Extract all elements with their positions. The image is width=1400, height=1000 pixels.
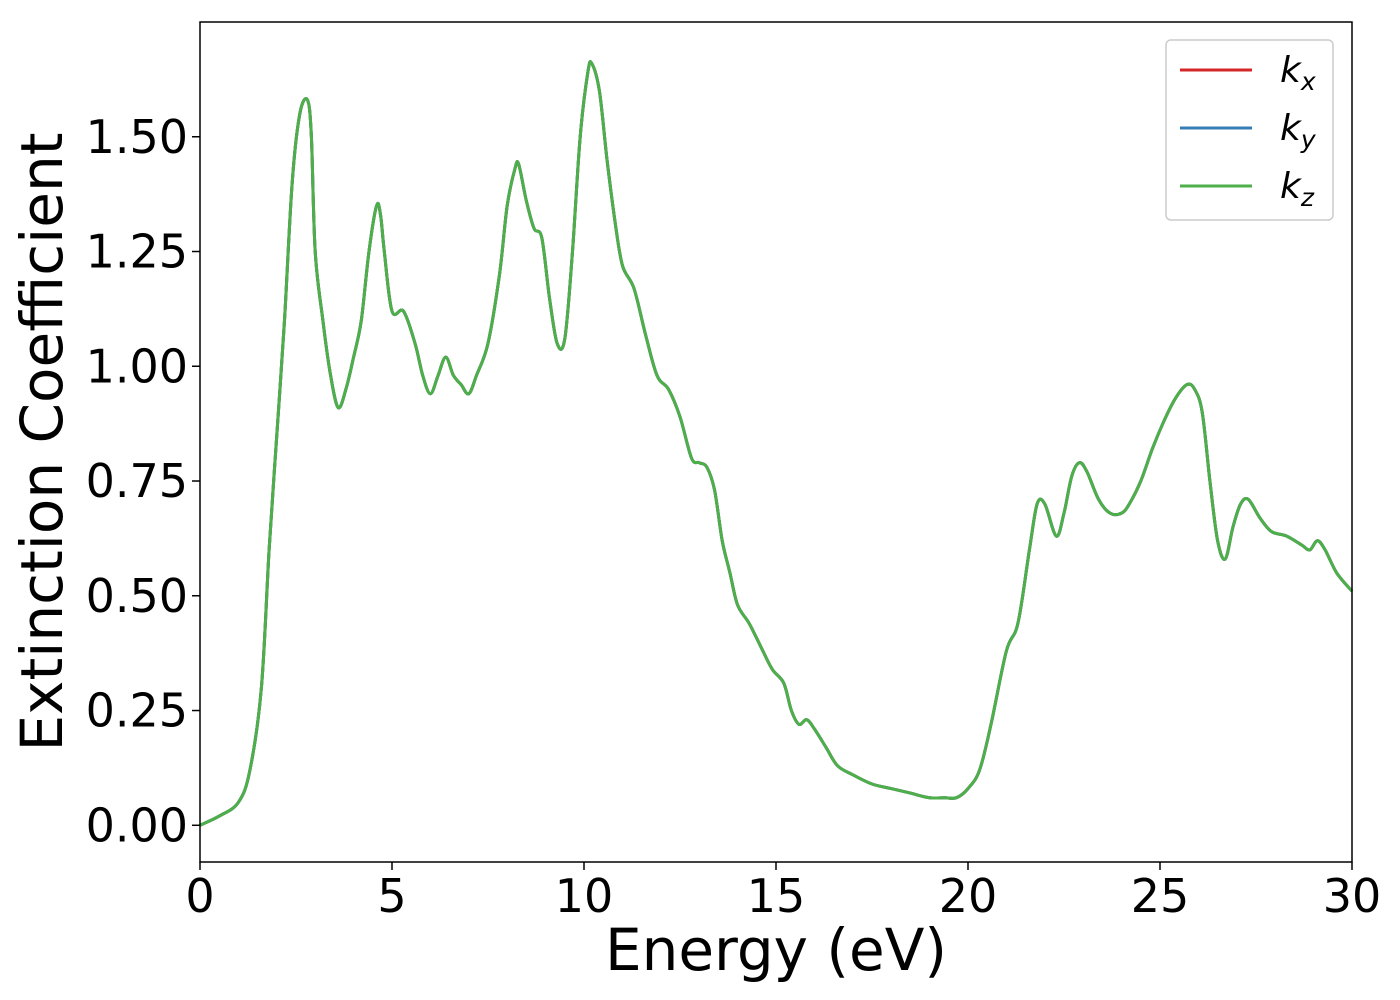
y-tick-label: 0.75 (86, 454, 188, 508)
x-tick-label: 0 (185, 869, 214, 923)
series-layer (199, 60, 1354, 827)
legend: kx ky kz (1165, 39, 1334, 221)
y-tick-label: 0.25 (86, 684, 188, 738)
x-tick-label: 30 (1323, 869, 1382, 923)
y-axis-title: Extinction Coefficient (8, 133, 76, 752)
x-tick-label: 20 (939, 869, 998, 923)
legend-box (1165, 39, 1334, 221)
y-tick-label: 1.50 (86, 110, 188, 164)
series-line-k-z (199, 60, 1354, 827)
ticks-layer: 0 5 10 15 20 25 30 0.00 0.25 0.50 0.75 1.00 1.25 1.50 (86, 110, 1382, 923)
y-tick-label: 0.50 (86, 569, 188, 623)
legend-label-k-x: kx (1280, 50, 1316, 96)
y-tick-label: 0.00 (86, 798, 188, 852)
x-tick-label: 10 (555, 869, 614, 923)
x-tick-label: 15 (747, 869, 806, 923)
legend-label-k-z: kz (1280, 166, 1315, 212)
x-tick-label: 25 (1131, 869, 1190, 923)
y-tick-label: 1.00 (86, 339, 188, 393)
x-axis-title: Energy (eV) (605, 916, 947, 984)
y-tick-label: 1.25 (86, 225, 188, 279)
x-tick-label: 5 (377, 869, 406, 923)
legend-label-k-y: ky (1280, 108, 1317, 154)
